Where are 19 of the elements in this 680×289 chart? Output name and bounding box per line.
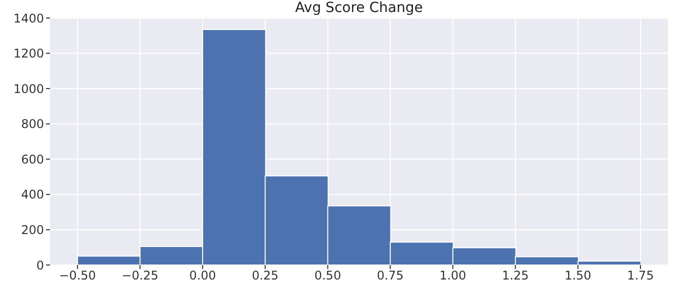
x-tick-label: 1.75	[627, 268, 654, 283]
x-tick-label: 1.25	[502, 268, 529, 283]
x-tick-label: 1.00	[439, 268, 466, 283]
y-tick-label: 1400	[13, 11, 44, 26]
y-tick-label: 400	[21, 188, 44, 202]
x-tick-label: 0.25	[252, 268, 279, 283]
x-tick-label: 0.75	[376, 268, 404, 283]
y-tick-label: 0	[36, 258, 44, 272]
x-tick-label: 0.00	[189, 268, 216, 283]
x-tick-label: −0.50	[59, 268, 96, 283]
chart-title: Avg Score Change	[294, 0, 424, 16]
y-tick-label: 1200	[13, 46, 44, 61]
y-tick-label: 800	[21, 117, 44, 132]
x-tick-label: 0.50	[314, 268, 342, 283]
y-tick-label: 600	[21, 152, 44, 166]
y-tick-label: 1000	[13, 82, 44, 96]
x-tick-label: −0.25	[122, 268, 158, 283]
x-tick-label: 1.50	[564, 268, 592, 283]
y-tick-label: 200	[21, 222, 44, 237]
